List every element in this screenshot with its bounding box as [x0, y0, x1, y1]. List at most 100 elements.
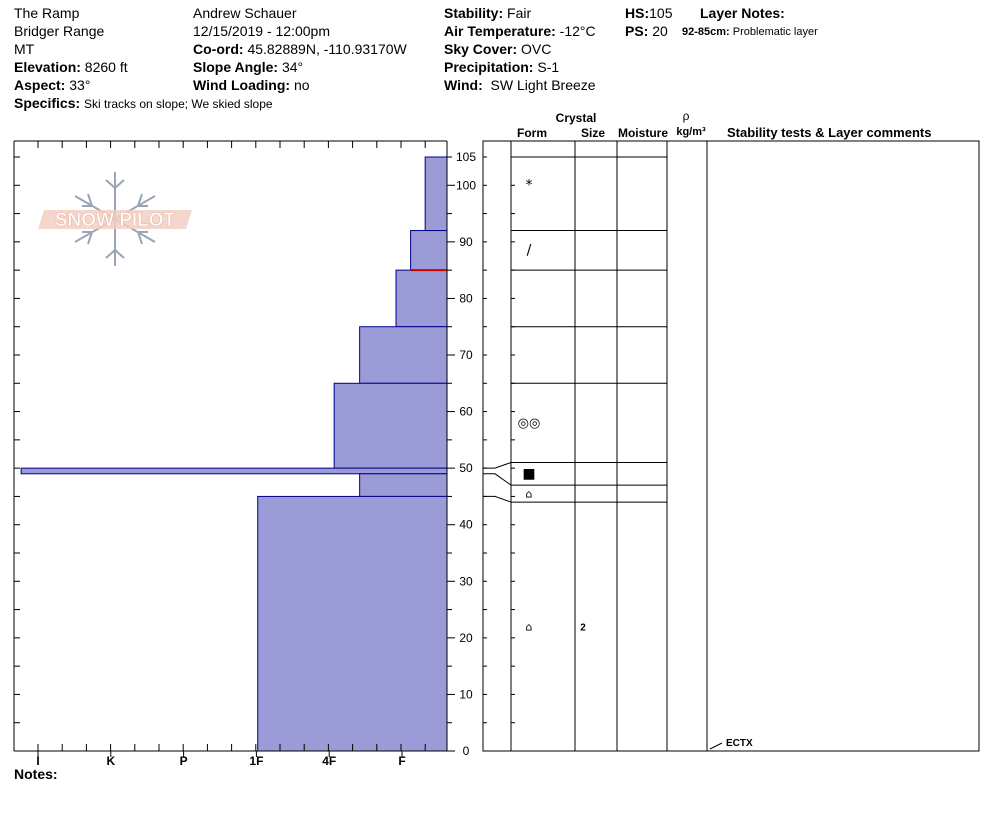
- stability-test-pointer: [709, 742, 723, 750]
- layer-notes-label: Layer Notes:: [700, 5, 785, 21]
- y-tick-label: 70: [459, 348, 473, 362]
- hardness-bar: [20, 467, 448, 475]
- ps-value: 20: [652, 23, 668, 39]
- observer-name: Andrew Schauer: [193, 5, 297, 21]
- crystal-form: *: [526, 177, 533, 193]
- crystal-form: ■: [522, 466, 535, 482]
- stability-value: Fair: [507, 5, 532, 21]
- air-temp-value: -12°C: [559, 23, 596, 39]
- ps-label: PS:: [625, 23, 649, 39]
- hardness-bar: [257, 495, 448, 752]
- hardness-bar: [410, 230, 448, 271]
- coord-value: 45.82889N, -110.93170W: [247, 41, 407, 57]
- sky-cover-value: OVC: [521, 41, 552, 57]
- slope-value: 34°: [281, 59, 304, 75]
- sky-cover-label: Sky Cover:: [444, 41, 518, 57]
- observer-block: Andrew Schauer 12/15/2019 - 12:00pm Co-o…: [193, 4, 407, 94]
- specifics-label: Specifics:: [14, 95, 81, 111]
- y-tick-label: 105: [456, 150, 476, 164]
- layer-table: * / ◎◎ ■ ⌂ ⌂ 2 ECTX: [482, 140, 980, 752]
- location-name: The Ramp: [14, 5, 80, 21]
- layer-note-text: Problematic layer: [732, 26, 818, 38]
- x-tick-label: 4F: [322, 754, 336, 768]
- stability-test-label: ECTX: [726, 738, 753, 749]
- stability-label: Stability:: [444, 5, 504, 21]
- precip-label: Precipitation:: [444, 59, 534, 75]
- header-rho: ρ: [683, 109, 690, 123]
- header-moisture: Moisture: [618, 126, 668, 140]
- hardness-plot-frame: [13, 140, 448, 752]
- y-tick-label: 60: [459, 405, 473, 419]
- y-tick-label: 10: [459, 687, 473, 701]
- wind-loading-label: Wind Loading:: [193, 77, 291, 93]
- layer-notes-block: Layer Notes:: [700, 4, 785, 22]
- slope-label: Slope Angle:: [193, 59, 279, 75]
- precip-value: S-1: [537, 59, 560, 75]
- table-frame: [482, 140, 980, 752]
- y-tick-label: 20: [459, 631, 473, 645]
- air-temp-label: Air Temperature:: [444, 23, 556, 39]
- layer-note-range: 92-85cm:: [682, 26, 730, 38]
- summary-block: HS:105 PS: 20: [625, 4, 672, 40]
- wind-row: Wind: SW Light Breeze: [444, 76, 596, 94]
- header-density-unit: kg/m³: [676, 126, 706, 138]
- header-comments: Stability tests & Layer comments: [727, 125, 931, 140]
- wind-loading-value: no: [293, 77, 310, 93]
- wind-value: SW Light Breeze: [490, 77, 596, 93]
- aspect-label: Aspect:: [14, 77, 66, 93]
- y-tick-label: 100: [456, 178, 476, 192]
- crystal-form: ⌂: [526, 621, 533, 634]
- hardness-bar: [333, 382, 448, 469]
- x-tick-label: F: [398, 754, 405, 768]
- aspect-row: Aspect: 33°: [14, 76, 273, 94]
- header-form: Form: [517, 126, 547, 140]
- hardness-bars: [20, 156, 448, 752]
- conditions-block: Stability: Fair Air Temperature: -12°C S…: [444, 4, 596, 94]
- crystal-size: 2: [580, 623, 586, 634]
- state: MT: [14, 41, 35, 57]
- hs-value: 105: [649, 5, 673, 21]
- x-tick-label: K: [106, 754, 115, 768]
- header-crystal: Crystal: [556, 111, 597, 125]
- observation-datetime: 12/15/2019 - 12:00pm: [193, 23, 330, 39]
- site-block: The Ramp Bridger Range MT Elevation: 826…: [14, 4, 273, 113]
- crystal-form: /: [527, 242, 532, 258]
- coord-row: Co-ord: 45.82889N, -110.93170W: [193, 40, 407, 58]
- air-temp-row: Air Temperature: -12°C: [444, 22, 596, 40]
- hardness-bar: [395, 269, 448, 328]
- hardness-bar: [424, 156, 448, 232]
- boundary-connector: [483, 462, 512, 469]
- aspect-value: 33°: [69, 77, 91, 93]
- precip-row: Precipitation: S-1: [444, 58, 596, 76]
- stability-row: Stability: Fair: [444, 4, 596, 22]
- x-tick-label: P: [180, 754, 188, 768]
- x-tick-label: I: [36, 754, 39, 768]
- boundary-connector: [483, 473, 512, 486]
- logo-banner: [38, 210, 192, 229]
- table-headers: Crystal Form Size Moisture ρ kg/m³ Stabi…: [517, 109, 931, 140]
- boundary-connector: [483, 495, 512, 503]
- specifics-value: Ski tracks on slope; We skied slope: [84, 97, 273, 111]
- coord-label: Co-ord:: [193, 41, 244, 57]
- y-tick-label: 50: [459, 461, 473, 475]
- ps-row: PS: 20: [625, 22, 672, 40]
- mountain-range: Bridger Range: [14, 23, 105, 39]
- notes-label: Notes:: [14, 766, 58, 782]
- hardness-axis: I K P 1F 4F F: [36, 751, 406, 768]
- logo-text: SNOW PILOT: [55, 210, 176, 231]
- y-tick-label: 40: [459, 518, 473, 532]
- y-tick-label: 80: [459, 291, 473, 305]
- y-tick-label: 30: [459, 574, 473, 588]
- slope-row: Slope Angle: 34°: [193, 58, 407, 76]
- sky-cover-row: Sky Cover: OVC: [444, 40, 596, 58]
- hardness-bar: [359, 326, 448, 384]
- x-tick-label: 1F: [249, 754, 263, 768]
- y-tick-label: 0: [463, 744, 470, 758]
- specifics-row: Specifics: Ski tracks on slope; We skied…: [14, 94, 273, 113]
- hs-label: HS:: [625, 5, 650, 21]
- header-size: Size: [581, 126, 605, 140]
- wind-label: Wind:: [444, 77, 483, 93]
- y-tick-label: 90: [459, 235, 473, 249]
- snowpilot-logo: SNOW PILOT: [38, 172, 192, 266]
- elevation-value: 8260 ft: [84, 59, 128, 75]
